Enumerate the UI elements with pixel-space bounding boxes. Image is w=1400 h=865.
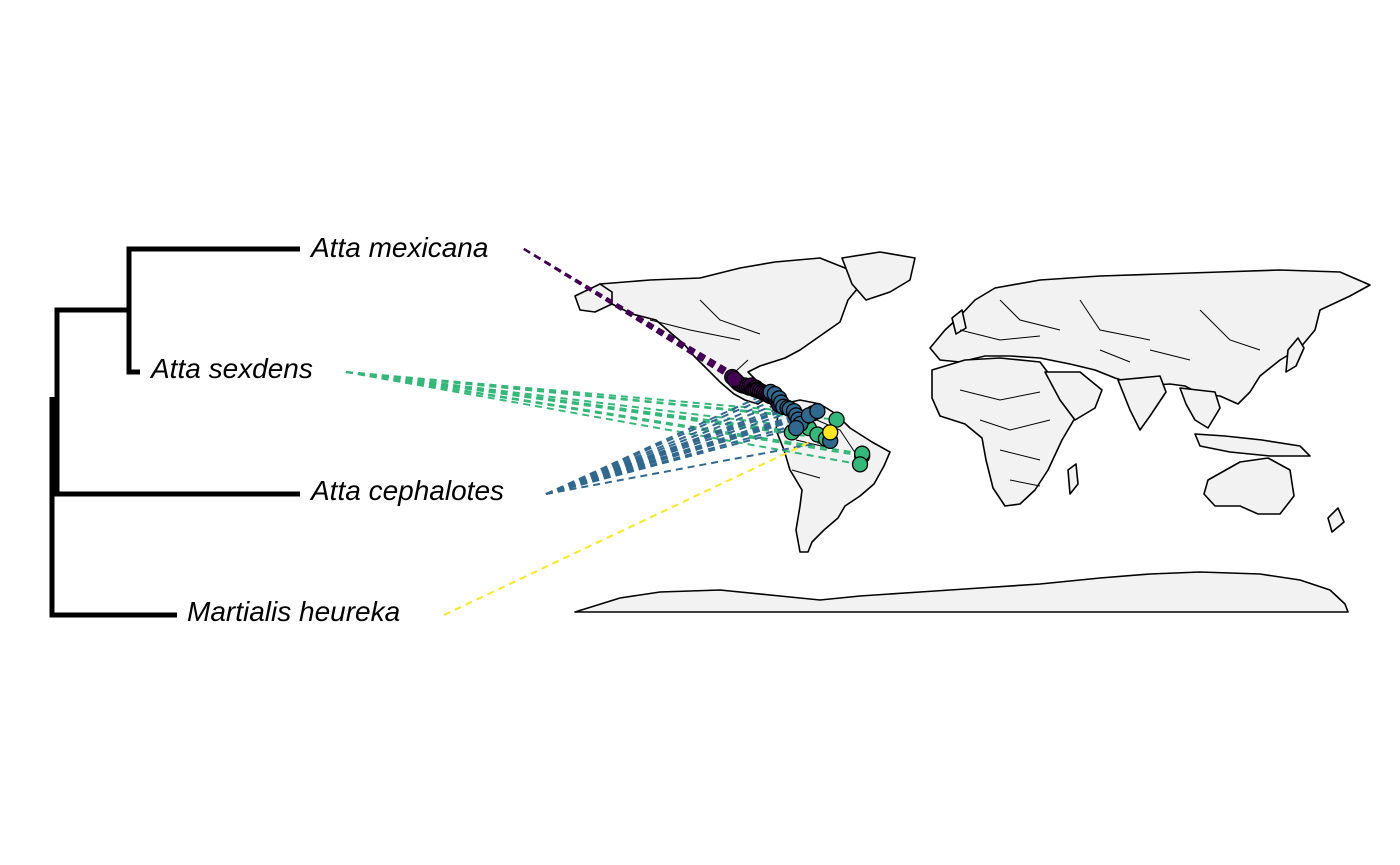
land-south-america <box>775 399 891 553</box>
country-borders <box>649 299 1261 487</box>
phylogenetic-tree: Atta mexicana Atta sexdens Atta cephalot… <box>49 232 504 627</box>
connector-mexicana <box>523 248 735 380</box>
land-japan <box>1285 337 1305 373</box>
tip-label-atta-sexdens: Atta sexdens <box>149 353 313 384</box>
connector-cephalotes <box>545 439 831 495</box>
land-greenland <box>841 251 916 301</box>
occurrence-point-sexdens <box>851 456 869 473</box>
tip-label-atta-mexicana: Atta mexicana <box>309 232 488 263</box>
land-arabia <box>1044 371 1103 421</box>
land-australia <box>1203 457 1295 515</box>
connector-cephalotes <box>545 410 795 495</box>
connector-cephalotes <box>545 422 801 495</box>
land-madagascar <box>1067 463 1079 495</box>
land-india <box>1117 375 1167 431</box>
connector-cephalotes <box>545 414 797 495</box>
land-alaska <box>574 283 613 313</box>
occurrence-point-sexdens <box>828 411 845 428</box>
land-europe-asia <box>929 269 1371 405</box>
tip-label-atta-cephalotes: Atta cephalotes <box>309 475 504 506</box>
land-new-zealand <box>1327 507 1345 533</box>
tip-label-martialis-heureka: Martialis heureka <box>187 596 400 627</box>
occurrence-points <box>724 368 871 473</box>
occurrence-point-heureka <box>822 424 839 441</box>
connector-sexdens <box>345 371 861 466</box>
connector-cephalotes <box>545 410 818 495</box>
land-uk <box>951 309 967 335</box>
land-antarctica <box>574 571 1349 613</box>
occurrence-point-cephalotes <box>809 402 826 420</box>
land-africa <box>931 357 1076 507</box>
world-map <box>574 251 1371 613</box>
connector-sexdens <box>345 371 863 455</box>
occurrence-point-mexicana <box>726 370 743 388</box>
connector-lines <box>345 248 863 616</box>
connector-sexdens <box>345 371 805 419</box>
connector-sexdens <box>345 371 792 434</box>
land-southeast-asia <box>1179 387 1221 429</box>
occurrence-point-cephalotes <box>787 419 805 437</box>
land-indonesia <box>1194 433 1311 457</box>
